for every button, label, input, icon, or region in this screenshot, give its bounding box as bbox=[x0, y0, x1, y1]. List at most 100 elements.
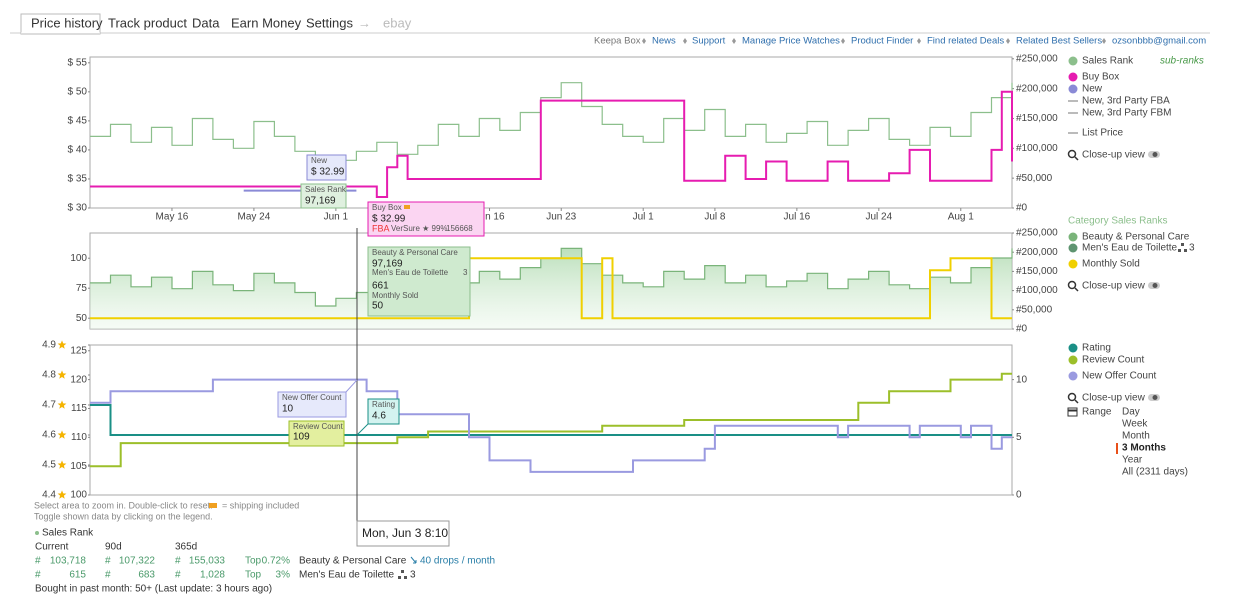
stats-header: 365d bbox=[175, 542, 197, 553]
tab-arrow: → bbox=[358, 15, 371, 30]
tab[interactable]: Price history bbox=[31, 15, 103, 30]
stats-title: Sales Rank bbox=[42, 528, 94, 539]
tooltip-value: 10 bbox=[282, 404, 294, 415]
link[interactable]: Product Finder bbox=[851, 36, 913, 47]
hint: Select area to zoom in. Double-click to … bbox=[34, 500, 213, 510]
y-tick-label: $ 50 bbox=[68, 86, 88, 97]
y-tick-label: 50 bbox=[76, 313, 88, 324]
y-tick-label: $ 30 bbox=[68, 203, 88, 214]
link[interactable]: News bbox=[652, 36, 676, 47]
legend-dot[interactable] bbox=[1068, 259, 1078, 269]
hint: = shipping included bbox=[222, 500, 299, 510]
stats-cell: 3% bbox=[276, 570, 291, 581]
tooltip-value: 97,169 bbox=[372, 259, 403, 270]
range-option[interactable]: Year bbox=[1122, 455, 1143, 466]
legend-entry[interactable]: New Offer Count bbox=[1082, 371, 1157, 382]
sub-ranks[interactable]: sub-ranks bbox=[1160, 56, 1204, 67]
y-tick-label: $ 35 bbox=[68, 174, 88, 185]
y-tick-label: #50,000 bbox=[1016, 173, 1053, 184]
stats-cell: # bbox=[105, 556, 111, 567]
legend-dot[interactable] bbox=[1068, 371, 1078, 381]
tooltip-sales-rank: Sales Rank 97,169 bbox=[300, 183, 347, 209]
tooltip-value: 4.6 bbox=[372, 411, 386, 422]
legend-dot[interactable] bbox=[1068, 56, 1078, 66]
link[interactable]: Keepa Box bbox=[594, 36, 641, 47]
legend-entry[interactable]: Rating bbox=[1082, 343, 1111, 354]
toggle[interactable] bbox=[1148, 282, 1160, 289]
range-option[interactable]: Month bbox=[1122, 431, 1150, 442]
close-up-toggle[interactable]: Close-up view bbox=[1082, 393, 1146, 404]
tab[interactable]: Settings bbox=[306, 15, 353, 30]
legend-dot[interactable] bbox=[1068, 72, 1078, 82]
y-tick-label: 105 bbox=[70, 461, 87, 472]
series-line bbox=[90, 82, 1013, 173]
tab[interactable]: Track product bbox=[108, 15, 187, 30]
tooltip-label: Review Count bbox=[293, 422, 344, 431]
legend-entry[interactable]: Beauty & Personal Care bbox=[1082, 232, 1190, 243]
toggle[interactable] bbox=[1148, 394, 1160, 401]
y-tick-label: 4.5 bbox=[42, 460, 56, 471]
stats-cell: Top bbox=[245, 556, 262, 567]
x-tick-label: Aug 1 bbox=[948, 212, 975, 223]
tooltip-value: $ 32.99 bbox=[311, 167, 345, 178]
legend-dot[interactable] bbox=[1068, 84, 1078, 94]
tooltip-seller-count: 156668 bbox=[446, 224, 473, 233]
range-option[interactable]: 3 Months bbox=[1122, 443, 1166, 454]
bought-info: Bought in past month: 50+ (Last update: … bbox=[35, 584, 272, 595]
legend-dot[interactable] bbox=[1068, 243, 1078, 253]
y-tick-label: 4.6 bbox=[42, 430, 56, 441]
link[interactable]: Related Best Sellers bbox=[1016, 36, 1102, 47]
tooltip-buy-box: Buy Box $ 32.99 FBA VerSure ★ 99% 156668 bbox=[367, 201, 485, 237]
y-tick-label: #0 bbox=[1016, 203, 1028, 214]
y-tick-label: $ 40 bbox=[68, 145, 88, 156]
tab[interactable]: ebay bbox=[383, 15, 412, 30]
legend-dot[interactable] bbox=[1068, 343, 1078, 353]
y-tick-label: #150,000 bbox=[1016, 113, 1058, 124]
y-tick-label: 110 bbox=[71, 432, 87, 443]
legend-dot[interactable] bbox=[1068, 355, 1078, 365]
legend-entry[interactable]: New, 3rd Party FBM bbox=[1082, 108, 1171, 119]
y-tick-label: #0 bbox=[1016, 324, 1028, 335]
link[interactable]: Find related Deals bbox=[927, 36, 1004, 47]
range-option[interactable]: Day bbox=[1122, 407, 1140, 418]
tooltip-rating: Rating 4.6 bbox=[356, 398, 400, 436]
link[interactable]: Manage Price Watches bbox=[742, 36, 840, 47]
legend-dot[interactable] bbox=[1068, 232, 1078, 242]
y-tick-label: 4.4 bbox=[42, 490, 56, 501]
x-tick-label: Jun 23 bbox=[546, 212, 576, 223]
tab[interactable]: Data bbox=[192, 15, 220, 30]
legend-entry[interactable]: Sales Rank bbox=[1082, 56, 1134, 67]
star-icon bbox=[57, 490, 67, 499]
link[interactable]: Support bbox=[692, 36, 726, 47]
toggle[interactable] bbox=[1148, 151, 1160, 158]
tab[interactable]: Earn Money bbox=[231, 15, 302, 30]
stats-header: 90d bbox=[105, 542, 122, 553]
legend-entry[interactable]: List Price bbox=[1082, 128, 1124, 139]
tooltip-value: 109 bbox=[293, 432, 310, 443]
star-icon bbox=[57, 400, 67, 409]
legend-entry[interactable]: Buy Box bbox=[1082, 72, 1119, 83]
legend-entry[interactable]: Review Count bbox=[1082, 355, 1144, 366]
tooltip-label: Men's Eau de Toilette bbox=[372, 268, 449, 277]
series-line bbox=[90, 378, 1012, 473]
legend-entry[interactable]: Men's Eau de Toilette bbox=[1082, 243, 1178, 254]
legend-entry[interactable]: New, 3rd Party FBA bbox=[1082, 96, 1170, 107]
link[interactable]: ozsonbbb@gmail.com bbox=[1112, 36, 1206, 47]
legend-entry[interactable]: New bbox=[1082, 84, 1103, 95]
link-separators bbox=[642, 38, 1106, 44]
tooltip-label: Sales Rank bbox=[305, 185, 347, 194]
close-up-toggle[interactable]: Close-up view bbox=[1082, 281, 1146, 292]
legend-entry[interactable]: Monthly Sold bbox=[1082, 259, 1140, 270]
range-option[interactable]: All (2311 days) bbox=[1122, 467, 1188, 478]
close-up-toggle[interactable]: Close-up view bbox=[1082, 150, 1146, 161]
star-icon bbox=[57, 430, 67, 439]
range-option[interactable]: Week bbox=[1122, 419, 1148, 430]
stats-cell: # bbox=[35, 570, 41, 581]
y-tick-label: #100,000 bbox=[1016, 285, 1058, 296]
stats-cell: 103,718 bbox=[50, 556, 87, 567]
y-tick-label: 10 bbox=[1016, 374, 1028, 385]
x-tick-label: Jul 8 bbox=[704, 212, 726, 223]
stats-cell: 683 bbox=[138, 570, 155, 581]
x-tick-label: Jun 16 bbox=[475, 212, 505, 223]
